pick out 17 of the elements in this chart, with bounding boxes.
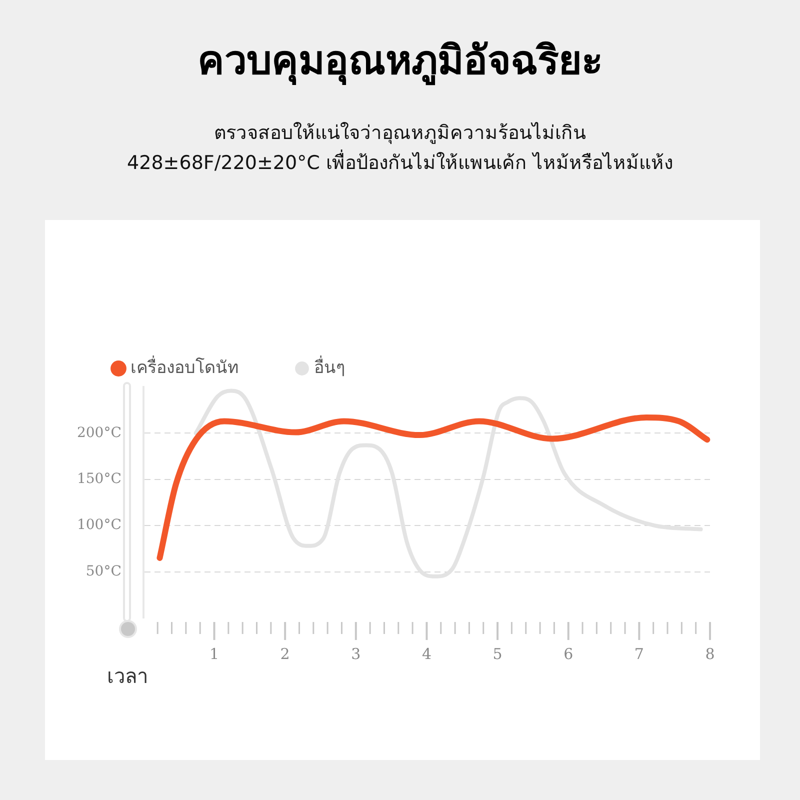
x-tick-label: 1: [209, 644, 220, 663]
y-tick-label: 150°C: [76, 471, 122, 488]
y-tick-label: 50°C: [86, 563, 122, 580]
legend-label: อื่นๆ: [314, 354, 345, 378]
legend-label: เครื่องอบโดนัท: [130, 354, 238, 378]
x-axis-title: เวลา: [107, 663, 148, 690]
x-tick-label: 4: [422, 644, 432, 663]
x-tick-label: 6: [564, 644, 574, 663]
y-tick-label: 200°C: [76, 424, 122, 441]
x-tick-label: 5: [492, 644, 502, 663]
x-tick-label: 2: [280, 644, 290, 663]
x-tick-label: 7: [634, 644, 644, 663]
x-tick-label: 8: [705, 644, 715, 663]
y-tick-label: 100°C: [76, 517, 122, 534]
chart-title: ควบคุมอุณหภูมิอัจฉริยะ: [196, 37, 604, 88]
x-tick-label: 3: [351, 644, 361, 663]
chart-subtitle: ตรวจสอบให้แน่ใจว่าอุณหภูมิความร้อนไม่เกิน 428±68F/220±20°C เพื่อป้องกันไม่ให้แพนเค้ก ไหม้หรือไหม้แห้ง: [126, 121, 674, 176]
